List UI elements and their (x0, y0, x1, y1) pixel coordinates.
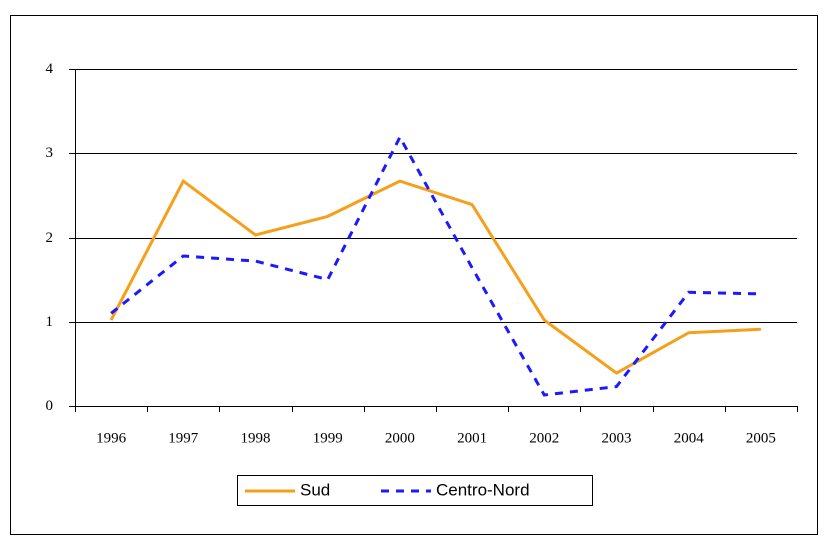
y-tick-label: 2 (46, 230, 54, 246)
x-tick-label: 1997 (168, 430, 199, 446)
x-tick-label: 2000 (385, 430, 415, 446)
legend-label: Sud (300, 480, 330, 499)
x-tick-label: 1998 (241, 430, 271, 446)
y-tick-label: 1 (46, 314, 54, 330)
y-tick-label: 3 (46, 145, 54, 161)
chart-border (10, 15, 818, 535)
x-tick-label: 1996 (96, 430, 127, 446)
x-tick-label: 2003 (602, 430, 632, 446)
y-tick-label: 4 (46, 61, 54, 77)
y-tick-label: 0 (46, 398, 54, 414)
legend-label: Centro-Nord (436, 480, 530, 499)
x-tick-label: 1999 (313, 430, 343, 446)
series-line (110, 133, 761, 397)
x-tick-label: 2002 (529, 430, 559, 446)
x-tick-label: 2004 (674, 430, 705, 446)
series-line (109, 178, 761, 375)
x-tick-label: 2001 (457, 430, 487, 446)
x-tick-label: 2005 (746, 430, 776, 446)
